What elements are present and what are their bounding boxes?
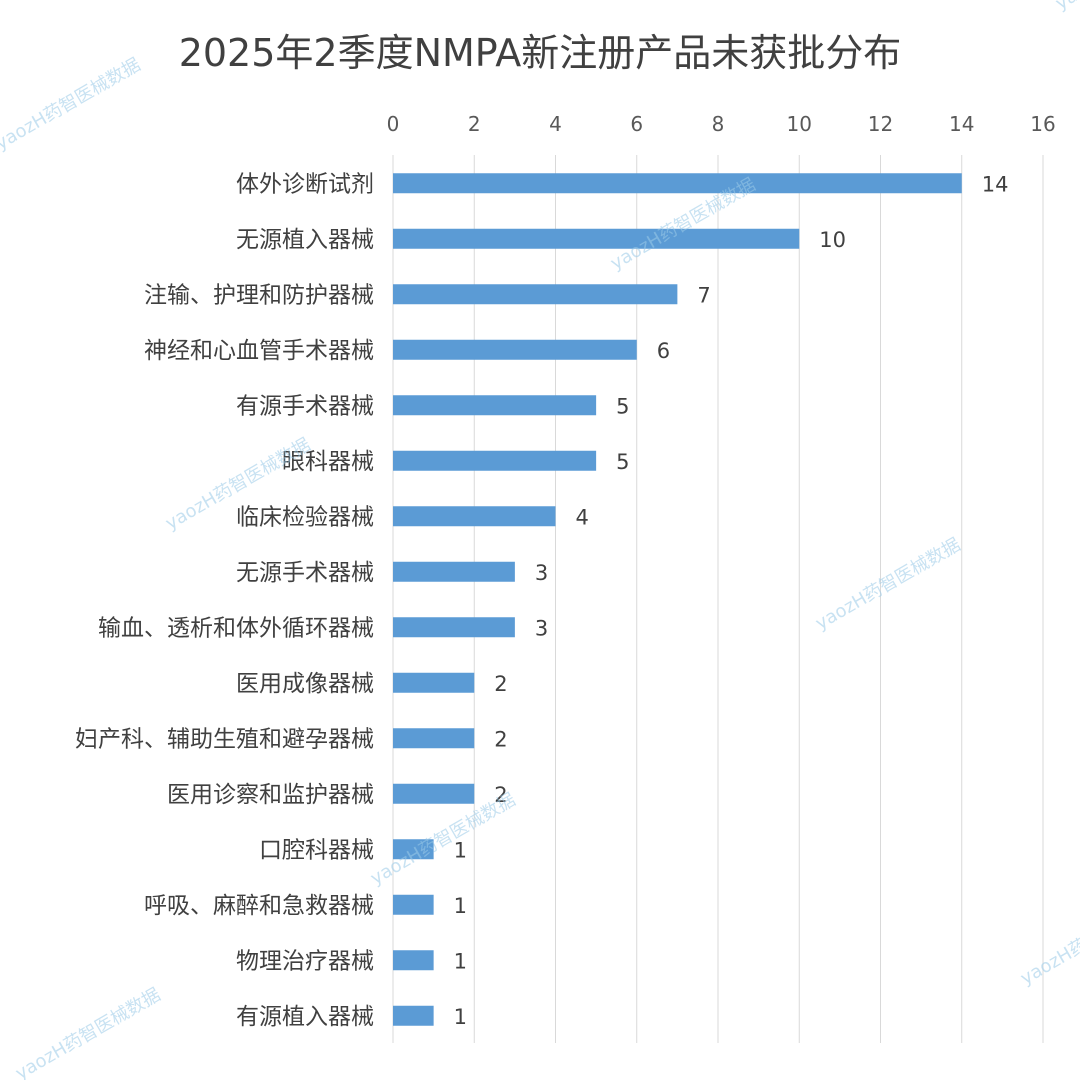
category-label: 输血、透析和体外循环器械 [98,615,374,641]
bar [393,228,800,249]
bar [393,339,637,360]
x-tick-label: 0 [387,112,400,136]
category-label: 医用诊察和监护器械 [167,782,374,808]
x-tick-label: 2 [468,112,481,136]
category-label: 无源手术器械 [236,560,374,586]
category-label: 物理治疗器械 [236,948,374,974]
data-label: 1 [454,894,467,918]
category-label: 无源植入器械 [236,227,374,253]
bar [393,783,475,804]
category-label: 眼科器械 [282,449,374,475]
data-label: 1 [454,838,467,862]
x-tick-label: 6 [630,112,643,136]
x-tick-label: 14 [949,112,974,136]
category-label: 呼吸、麻醉和急救器械 [144,893,374,919]
x-tick-label: 10 [787,112,812,136]
bar [393,173,962,194]
data-label: 5 [616,450,629,474]
category-labels: 体外诊断试剂无源植入器械注输、护理和防护器械神经和心血管手术器械有源手术器械眼科… [75,171,374,1030]
bar [393,672,475,693]
bar [393,284,678,305]
bar [393,950,434,971]
category-label: 临床检验器械 [236,504,374,530]
category-label: 有源手术器械 [236,393,374,419]
x-axis-ticks: 0 2 4 6 8 10 12 14 16 [387,112,1056,136]
bar [393,728,475,749]
data-label: 4 [576,505,589,529]
data-label: 3 [535,561,548,585]
category-label: 口腔科器械 [259,837,374,863]
category-label: 有源植入器械 [236,1004,374,1030]
category-label: 妇产科、辅助生殖和避孕器械 [75,726,374,752]
data-label: 14 [982,172,1009,196]
data-label: 7 [697,283,710,307]
x-tick-label: 16 [1030,112,1055,136]
data-label: 5 [616,394,629,418]
category-label: 神经和心血管手术器械 [144,338,374,364]
bar [393,839,434,860]
value-labels: 14 10 7 6 5 5 4 3 3 2 2 2 1 1 1 1 [454,172,1009,1029]
data-label: 3 [535,616,548,640]
bar [393,450,597,471]
bar [393,506,556,527]
data-label: 2 [494,727,507,751]
data-label: 10 [819,228,846,252]
bar [393,1005,434,1026]
category-label: 医用成像器械 [236,671,374,697]
chart-title: 2025年2季度NMPA新注册产品未获批分布 [179,31,902,75]
category-label: 注输、护理和防护器械 [144,282,374,308]
bar [393,894,434,915]
x-tick-label: 12 [868,112,893,136]
category-label: 体外诊断试剂 [236,171,374,197]
bar [393,617,515,638]
data-label: 1 [454,1005,467,1029]
bar [393,395,597,416]
bar [393,561,515,582]
x-tick-label: 8 [712,112,725,136]
data-label: 2 [494,783,507,807]
data-label: 1 [454,949,467,973]
bars [393,173,962,1026]
data-label: 2 [494,672,507,696]
x-tick-label: 4 [549,112,562,136]
data-label: 6 [657,339,670,363]
